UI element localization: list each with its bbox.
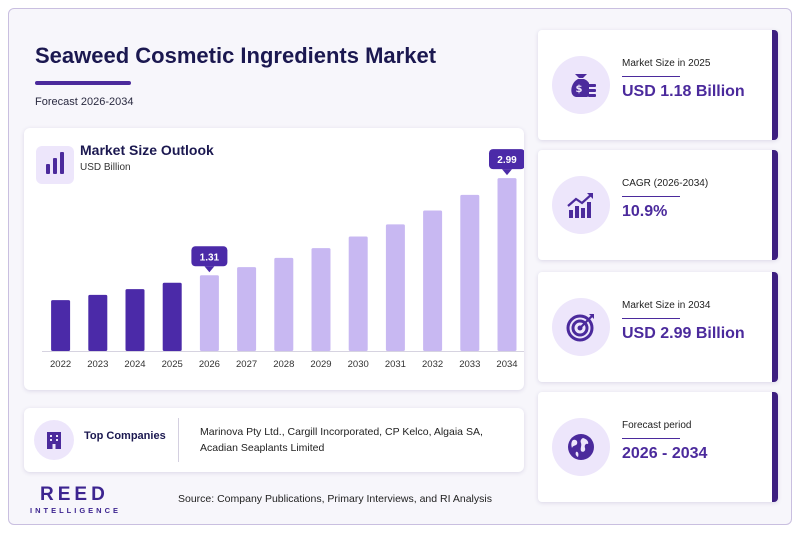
top-companies-card: Top Companies Marinova Pty Ltd., Cargill… [24, 408, 524, 472]
kpi-value: USD 2.99 Billion [622, 325, 745, 342]
x-tick-label: 2023 [87, 359, 108, 370]
data-label: 2.99 [497, 155, 517, 166]
kpi-divider [622, 438, 680, 439]
source-note: Source: Company Publications, Primary In… [178, 493, 492, 505]
data-label: 1.31 [200, 252, 220, 263]
x-tick-label: 2024 [124, 359, 145, 370]
bar-2034 [497, 178, 517, 351]
chart-title: Market Size Outlook [80, 142, 214, 158]
kpi-market-size-2025: $ Market Size in 2025 USD 1.18 Billion [538, 30, 778, 140]
x-tick-label: 2034 [496, 359, 517, 370]
kpi-cagr: CAGR (2026-2034) 10.9% [538, 150, 778, 260]
top-companies-list: Marinova Pty Ltd., Cargill Incorporated,… [200, 426, 483, 454]
svg-text:$: $ [576, 84, 583, 95]
x-tick-label: 2032 [422, 359, 443, 370]
x-tick-label: 2025 [162, 359, 183, 370]
bar-chart: 2022 2023 2024 2025 2026 2027 2028 2029 2030 2031… [42, 149, 524, 370]
top-companies-label: Top Companies [84, 430, 166, 442]
kpi-forecast-period: Forecast period 2026 - 2034 [538, 392, 778, 502]
bar-2029 [311, 248, 331, 351]
x-tick-label: 2026 [199, 359, 220, 370]
x-tick-label: 2028 [273, 359, 294, 370]
globe-icon [552, 418, 610, 476]
divider [178, 418, 179, 462]
brand-logo-subtitle: INTELLIGENCE [30, 506, 122, 515]
bar-2023 [88, 294, 108, 351]
brand-logo: REED [40, 484, 109, 505]
growth-chart-icon [552, 176, 610, 234]
bar-2026 [199, 275, 219, 351]
kpi-label: Market Size in 2025 [622, 58, 711, 69]
x-tick-label: 2022 [50, 359, 71, 370]
page-subtitle: Forecast 2026-2034 [35, 96, 134, 108]
bar-2025 [162, 282, 182, 351]
bar-2027 [237, 267, 257, 351]
chart-unit: USD Billion [80, 162, 131, 173]
bar-2022 [51, 300, 71, 351]
building-icon [34, 420, 74, 460]
kpi-value: USD 1.18 Billion [622, 83, 745, 100]
page-title: Seaweed Cosmetic Ingredients Market [35, 43, 437, 68]
data-label-bubble [191, 246, 228, 267]
kpi-label: Forecast period [622, 420, 692, 431]
x-tick-label: 2027 [236, 359, 257, 370]
bar-2033 [460, 194, 480, 351]
x-tick-label: 2029 [310, 359, 331, 370]
data-label-pointer [204, 266, 215, 273]
bar-2032 [423, 210, 443, 351]
target-icon [552, 298, 610, 356]
title-underline [35, 81, 131, 85]
x-tick-label: 2033 [459, 359, 480, 370]
bar-2031 [385, 224, 405, 351]
bar-2024 [125, 289, 145, 351]
kpi-value: 2026 - 2034 [622, 445, 708, 462]
data-label-pointer [502, 169, 512, 176]
x-tick-label: 2030 [348, 359, 369, 370]
kpi-label: CAGR (2026-2034) [622, 178, 709, 189]
chart-card: Market Size Outlook USD Billion 2022 2023… [24, 128, 524, 390]
bar-2030 [348, 236, 368, 351]
kpi-market-size-2034: Market Size in 2034 USD 2.99 Billion [538, 272, 778, 382]
bar-2028 [274, 257, 294, 351]
money-bag-icon: $ [552, 56, 610, 114]
x-tick-label: 2031 [385, 359, 406, 370]
kpi-divider [622, 318, 680, 319]
kpi-value: 10.9% [622, 203, 668, 220]
kpi-divider [622, 196, 680, 197]
kpi-label: Market Size in 2034 [622, 300, 711, 311]
bar-chart-icon [36, 146, 74, 184]
kpi-divider [622, 76, 680, 77]
data-label-bubble [489, 149, 524, 170]
